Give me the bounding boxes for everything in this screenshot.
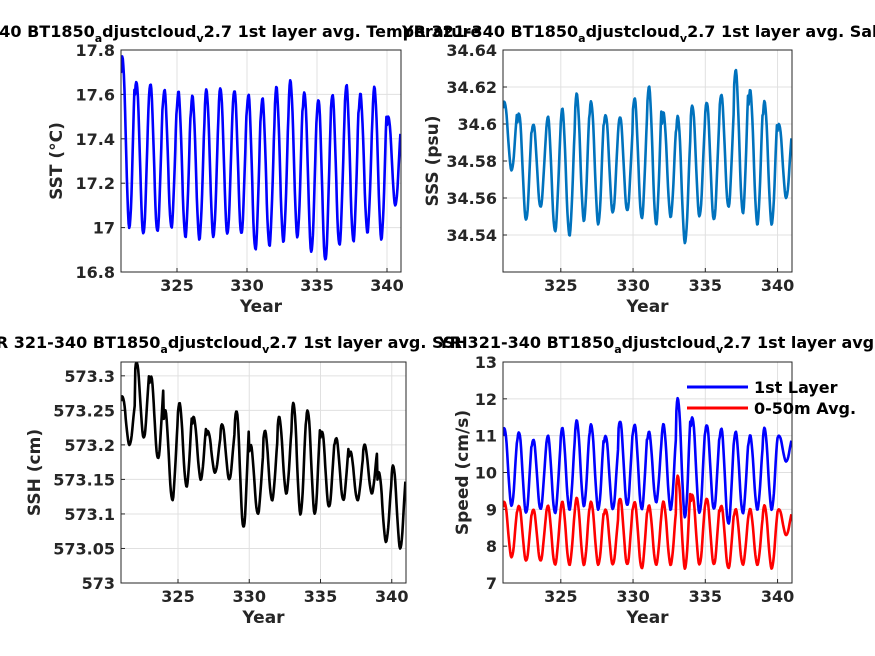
y-tick-label: 34.54	[446, 226, 497, 245]
title-part: 2.7 1st layer avg. Speed	[723, 333, 875, 352]
y-tick-label: 34.6	[458, 115, 497, 134]
x-tick-label: 325	[544, 276, 577, 295]
x-axis-label: Year	[625, 608, 669, 628]
title-part: v	[680, 32, 688, 45]
title-part: a	[614, 343, 621, 356]
title-part: djustcloud	[102, 22, 196, 41]
y-tick-label: 17.4	[76, 130, 115, 149]
x-tick-label: 325	[160, 276, 193, 295]
y-tick-label: 7	[486, 574, 497, 593]
y-axis-label: SSS (psu)	[423, 115, 443, 206]
title-part: a	[160, 343, 167, 356]
sss-panel: 325 330 335 340 34.54 34.56 34.58 34.6 34.62 34.6…	[401, 22, 875, 317]
ssh-panel: 325 330 335 340 573 573.05 573.1 573.15 573.2 573…	[0, 333, 468, 628]
series-line-0	[121, 55, 401, 261]
panel-title: YR 321-340 BT1850adjustcloudv2.7 1st lay…	[437, 333, 875, 356]
y-tick-label: 13	[475, 353, 497, 372]
y-axis-label: SSH (cm)	[25, 429, 45, 516]
legend-label: 1st Layer	[754, 378, 838, 397]
y-axis-label: SST (°C)	[47, 122, 67, 200]
title-part: 2.7 1st layer avg. Temperature	[204, 22, 482, 41]
title-part: YR 321-340 BT1850	[0, 333, 160, 352]
x-tick-label: 330	[230, 276, 263, 295]
y-tick-label: 11	[475, 427, 497, 446]
speed-panel: 325 330 335 340 7 8 9 10 11 12 13 Year Speed (cm/s) Y…	[437, 333, 875, 628]
title-part: djustcloud	[586, 22, 680, 41]
panel-title: YR 321-340 BT1850adjustcloudv2.7 1st lay…	[0, 333, 468, 356]
title-part: a	[578, 32, 585, 45]
title-part: 2.7 1st layer avg. Salinity	[687, 22, 875, 41]
panel-title: YR 321-340 BT1850adjustcloudv2.7 1st lay…	[401, 22, 875, 45]
legend-label: 0-50m Avg.	[754, 399, 856, 418]
x-tick-label: 335	[304, 587, 337, 606]
x-axis-label: Year	[241, 608, 285, 628]
series-group	[503, 68, 792, 245]
title-part: v	[196, 32, 204, 45]
y-tick-label: 573.25	[53, 401, 115, 420]
y-tick-label: 573.3	[64, 367, 115, 386]
axes-frame	[502, 361, 793, 584]
y-tick-label: 17.6	[76, 85, 115, 104]
x-tick-label: 335	[689, 276, 722, 295]
sst-panel: 325 330 335 340 16.8 17 17.2 17.4 17.6 17.8 Year SS…	[0, 22, 482, 317]
y-tick-label: 17.8	[76, 41, 115, 60]
x-tick-label: 325	[161, 587, 194, 606]
axes-frame	[120, 49, 402, 273]
y-tick-label: 16.8	[76, 263, 115, 282]
y-tick-label: 8	[486, 537, 497, 556]
y-tick-label: 573.2	[64, 436, 115, 455]
x-tick-label: 335	[300, 276, 333, 295]
y-tick-label: 573	[82, 574, 115, 593]
series-line-0	[503, 396, 792, 525]
x-tick-label: 330	[616, 587, 649, 606]
title-part: YR 321-340 BT1850	[437, 333, 614, 352]
y-tick-label: 573.15	[53, 470, 115, 489]
x-axis-label: Year	[239, 297, 283, 317]
series-group	[503, 396, 792, 570]
y-tick-label: 10	[475, 464, 497, 483]
series-line-0	[503, 68, 792, 245]
series-line-0	[121, 362, 406, 550]
x-tick-label: 330	[616, 276, 649, 295]
y-tick-label: 34.64	[446, 41, 497, 60]
axes-frame	[502, 49, 793, 273]
series-group	[121, 362, 406, 550]
y-tick-label: 9	[486, 500, 497, 519]
title-part: djustcloud	[168, 333, 262, 352]
y-axis-label: Speed (cm/s)	[453, 410, 473, 535]
x-tick-label: 340	[370, 276, 403, 295]
y-tick-label: 34.56	[446, 189, 497, 208]
y-tick-label: 17	[93, 219, 115, 238]
x-tick-label: 325	[544, 587, 577, 606]
title-part: YR 321-340 BT1850	[0, 22, 95, 41]
x-tick-label: 340	[761, 587, 794, 606]
title-part: a	[95, 32, 102, 45]
panel-title: YR 321-340 BT1850adjustcloudv2.7 1st lay…	[0, 22, 482, 45]
y-tick-label: 573.1	[64, 505, 115, 524]
x-tick-label: 330	[233, 587, 266, 606]
y-tick-label: 12	[475, 390, 497, 409]
y-tick-label: 17.2	[76, 174, 115, 193]
y-tick-label: 34.58	[446, 152, 497, 171]
plot-area	[121, 50, 401, 272]
series-line-1	[503, 474, 792, 570]
x-tick-label: 335	[689, 587, 722, 606]
y-tick-label: 34.62	[446, 78, 497, 97]
x-tick-label: 340	[375, 587, 408, 606]
x-axis-label: Year	[625, 297, 669, 317]
series-group	[121, 55, 401, 261]
x-tick-label: 340	[761, 276, 794, 295]
axes-frame	[120, 361, 407, 584]
title-part: djustcloud	[622, 333, 716, 352]
title-part: v	[716, 343, 724, 356]
title-part: v	[262, 343, 270, 356]
title-part: 2.7 1st layer avg. SSH	[269, 333, 467, 352]
title-part: YR 321-340 BT1850	[401, 22, 578, 41]
y-tick-label: 573.05	[53, 539, 115, 558]
